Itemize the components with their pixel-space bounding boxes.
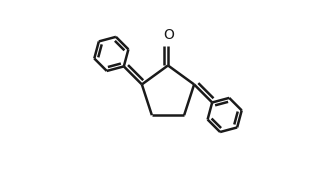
Text: O: O <box>164 28 174 42</box>
